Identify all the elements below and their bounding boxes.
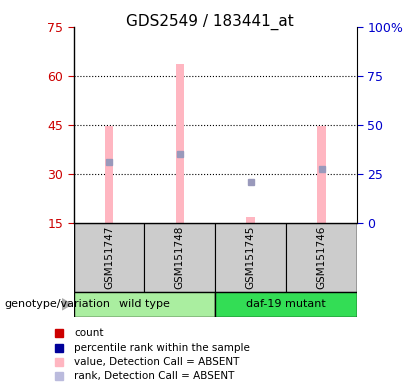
Bar: [215, 292, 357, 317]
Text: GSM151746: GSM151746: [317, 225, 327, 289]
Text: GDS2549 / 183441_at: GDS2549 / 183441_at: [126, 13, 294, 30]
Bar: [286, 223, 357, 292]
Bar: [215, 223, 286, 292]
Text: daf-19 mutant: daf-19 mutant: [246, 299, 326, 310]
Text: GSM151747: GSM151747: [104, 225, 114, 289]
Text: count: count: [74, 328, 103, 338]
Text: GSM151748: GSM151748: [175, 225, 185, 289]
Bar: [74, 292, 215, 317]
Bar: [105, 126, 113, 223]
Bar: [144, 223, 215, 292]
Text: GSM151745: GSM151745: [246, 225, 256, 289]
Text: value, Detection Call = ABSENT: value, Detection Call = ABSENT: [74, 357, 239, 367]
Text: genotype/variation: genotype/variation: [4, 299, 110, 310]
Bar: [74, 223, 144, 292]
Text: rank, Detection Call = ABSENT: rank, Detection Call = ABSENT: [74, 371, 234, 381]
Polygon shape: [62, 299, 71, 310]
Bar: [247, 217, 255, 223]
Text: wild type: wild type: [119, 299, 170, 310]
Text: percentile rank within the sample: percentile rank within the sample: [74, 343, 250, 353]
Bar: [176, 65, 184, 223]
Bar: [318, 126, 326, 223]
